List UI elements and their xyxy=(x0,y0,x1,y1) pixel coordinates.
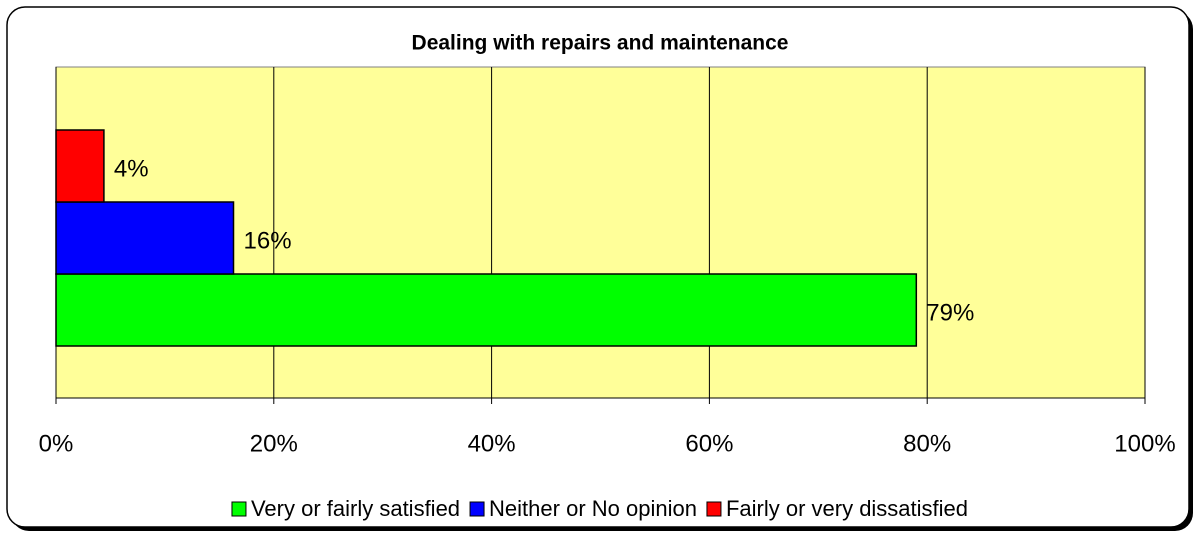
legend-swatch xyxy=(231,501,247,517)
legend-swatch xyxy=(706,501,722,517)
x-tick-label: 80% xyxy=(903,430,951,457)
legend-swatch xyxy=(469,501,485,517)
legend-label: Fairly or very dissatisfied xyxy=(726,496,968,521)
bar xyxy=(55,273,918,347)
x-tick-label: 0% xyxy=(39,430,74,457)
legend-label: Very or fairly satisfied xyxy=(251,496,460,521)
legend-label: Neither or No opinion xyxy=(489,496,697,521)
x-tick-label: 60% xyxy=(685,430,733,457)
x-tick-label: 100% xyxy=(1114,430,1175,457)
data-label: 79% xyxy=(926,299,974,326)
x-tick-label: 40% xyxy=(468,430,516,457)
legend: Very or fairly satisfied Neither or No op… xyxy=(231,496,968,521)
chart-title: Dealing with repairs and maintenance xyxy=(412,32,789,55)
x-tick-label: 20% xyxy=(250,430,298,457)
bar xyxy=(55,201,235,275)
data-label: 16% xyxy=(244,227,292,254)
bar xyxy=(55,129,105,203)
data-label: 4% xyxy=(114,155,149,182)
